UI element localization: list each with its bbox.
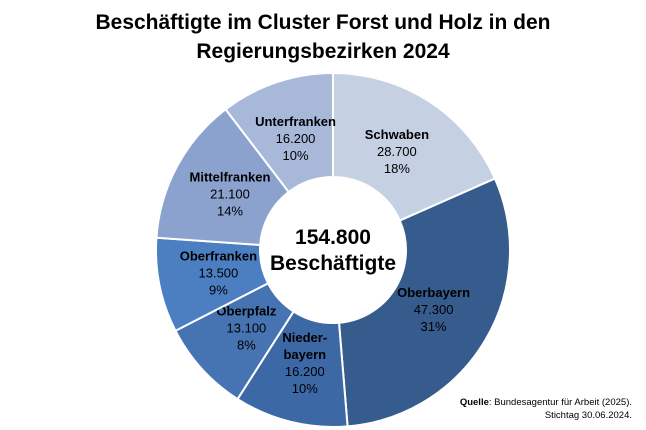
slice-unterfranken	[224, 71, 334, 194]
slice-label-oberbayern: Oberbayern 47.300 31%	[397, 285, 470, 334]
slice-mittelfranken	[155, 107, 291, 247]
slice-oberbayern	[337, 177, 511, 428]
slice-label-schwaben: Schwaben 28.700 18%	[365, 127, 429, 176]
source-note: Quelle: Bundesagentur für Arbeit (2025).…	[460, 396, 632, 422]
slice-label-unterfranken: Unterfranken 16.200 10%	[255, 114, 336, 163]
source-text: : Bundesagentur für Arbeit (2025).	[488, 397, 632, 408]
slice-schwaben	[332, 71, 497, 222]
chart-title-line-1: Beschäftigte im Cluster Forst und Holz i…	[95, 11, 551, 34]
center-label: 154.800 Beschäftigte	[270, 226, 396, 275]
slice-label-oberpfalz: Oberpfalz 13.100 8%	[216, 304, 276, 353]
source-date: Stichtag 30.06.2024.	[544, 410, 632, 421]
chart-title-line-2: Regierungsbezirken 2024	[196, 40, 450, 63]
chart-title: Beschäftigte im Cluster Forst und Holz i…	[0, 8, 646, 66]
slice-label-nieder-bayern: Nieder-bayern 16.200 10%	[282, 330, 327, 396]
slice-label-mittelfranken: Mittelfranken 21.100 14%	[190, 170, 271, 219]
source-label: Quelle	[459, 397, 489, 408]
slice-label-oberfranken: Oberfranken 13.500 9%	[180, 249, 257, 298]
